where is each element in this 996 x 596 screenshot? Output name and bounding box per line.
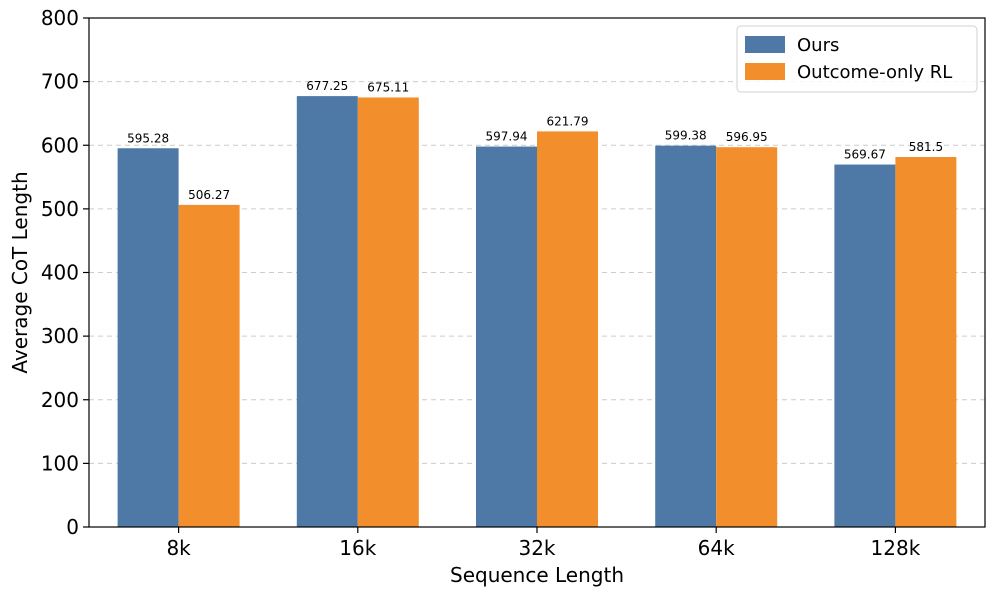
y-tick-label: 200	[41, 388, 79, 412]
bar	[834, 164, 896, 527]
y-axis-ticks: 0 100 200 300 400 500 600 700 800	[41, 6, 89, 539]
bars	[117, 96, 957, 528]
legend-swatch	[745, 36, 785, 53]
x-axis-label: Sequence Length	[450, 563, 624, 587]
y-tick-label: 600	[41, 133, 79, 157]
legend: Ours Outcome-only RL	[736, 25, 978, 93]
data-label: 581.5	[909, 140, 943, 154]
data-label: 599.38	[665, 129, 707, 143]
bar	[895, 157, 957, 527]
y-axis-label: Average CoT Length	[8, 171, 32, 373]
data-label: 677.25	[306, 79, 348, 93]
data-label: 569.67	[844, 148, 886, 162]
x-tick-label: 16k	[339, 536, 376, 560]
data-label: 595.28	[127, 131, 169, 145]
bar	[178, 204, 240, 527]
bar	[476, 146, 537, 527]
bar	[117, 148, 179, 527]
y-tick-label: 0	[66, 515, 79, 539]
y-tick-label: 400	[41, 261, 79, 285]
y-tick-label: 500	[41, 197, 79, 221]
bar	[655, 145, 717, 527]
legend-entry: Outcome-only RL	[797, 62, 952, 83]
y-tick-label: 100	[41, 451, 79, 475]
legend-entry: Ours	[797, 35, 839, 56]
x-tick-label: 128k	[871, 536, 921, 560]
bar	[357, 97, 419, 527]
data-label: 506.27	[188, 188, 230, 202]
bar	[537, 131, 598, 527]
x-axis-ticks: 8k 16k 32k 64k 128k	[166, 527, 921, 560]
data-label: 675.11	[367, 80, 409, 94]
y-tick-label: 300	[41, 324, 79, 348]
bar	[716, 147, 778, 528]
legend-swatch	[745, 63, 785, 80]
bar	[296, 96, 358, 528]
x-tick-label: 8k	[166, 536, 191, 560]
value-labels: 595.28 506.27 677.25 675.11 597.94 621.79 599.…	[127, 79, 943, 202]
data-label: 597.94	[486, 130, 528, 144]
y-tick-label: 700	[41, 70, 79, 94]
x-tick-label: 32k	[518, 536, 555, 560]
data-label: 621.79	[547, 114, 589, 128]
y-tick-label: 800	[41, 6, 79, 30]
data-label: 596.95	[726, 130, 768, 144]
x-tick-label: 64k	[698, 536, 735, 560]
legend-frame	[736, 25, 978, 93]
